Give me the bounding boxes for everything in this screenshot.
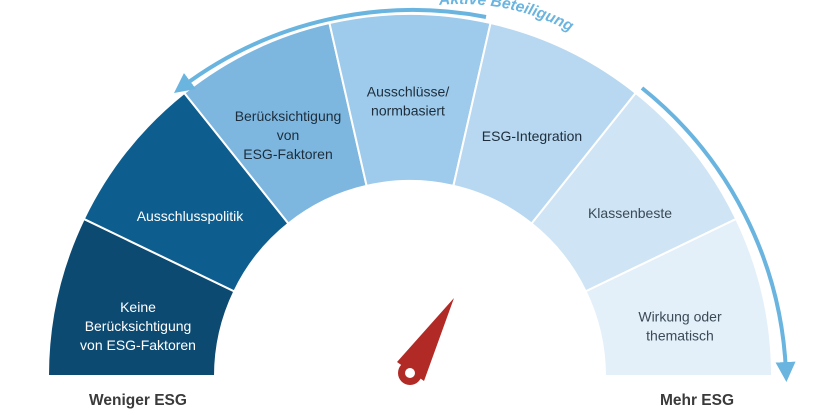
segment-label-esg-consideration: ESG-Faktoren <box>243 146 332 162</box>
segment-label-no-esg: Berücksichtigung <box>85 318 192 334</box>
arc-arrow-right <box>640 86 796 382</box>
segment-label-norm-based-exclusions: Ausschlüsse/ <box>367 84 450 100</box>
segment-label-esg-consideration: Berücksichtigung <box>235 108 342 124</box>
segment-label-no-esg: Keine <box>120 299 156 315</box>
segment-label-impact-thematic: thematisch <box>646 328 714 344</box>
gauge-needle <box>397 298 454 385</box>
segment-label-exclusion-policy: Ausschlusspolitik <box>137 208 245 224</box>
segment-label-impact-thematic: Wirkung oder <box>638 309 722 325</box>
gauge-segments: Keine Berücksichtigung von ESG-Faktoren Aus… <box>46 13 774 377</box>
segment-label-esg-consideration: von <box>277 127 300 143</box>
segment-label-esg-integration: ESG-Integration <box>482 128 582 144</box>
segment-impact-thematic <box>584 217 774 377</box>
arc-arrow-left <box>173 8 487 93</box>
segment-label-norm-based-exclusions: normbasiert <box>371 103 445 119</box>
segment-label-best-in-class: Klassenbeste <box>588 205 672 221</box>
more-esg-label: Mehr ESG <box>660 392 734 409</box>
less-esg-label: Weniger ESG <box>89 392 187 409</box>
segment-label-no-esg: von ESG-Faktoren <box>80 337 196 353</box>
